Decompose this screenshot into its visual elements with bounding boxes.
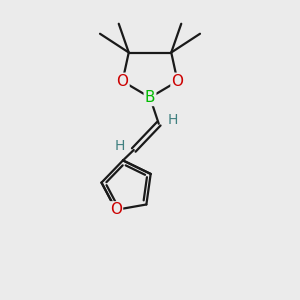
Text: O: O	[116, 74, 128, 89]
Text: O: O	[110, 202, 122, 217]
Text: H: H	[115, 139, 125, 153]
Text: H: H	[167, 113, 178, 127]
Text: O: O	[172, 74, 184, 89]
Text: B: B	[145, 90, 155, 105]
